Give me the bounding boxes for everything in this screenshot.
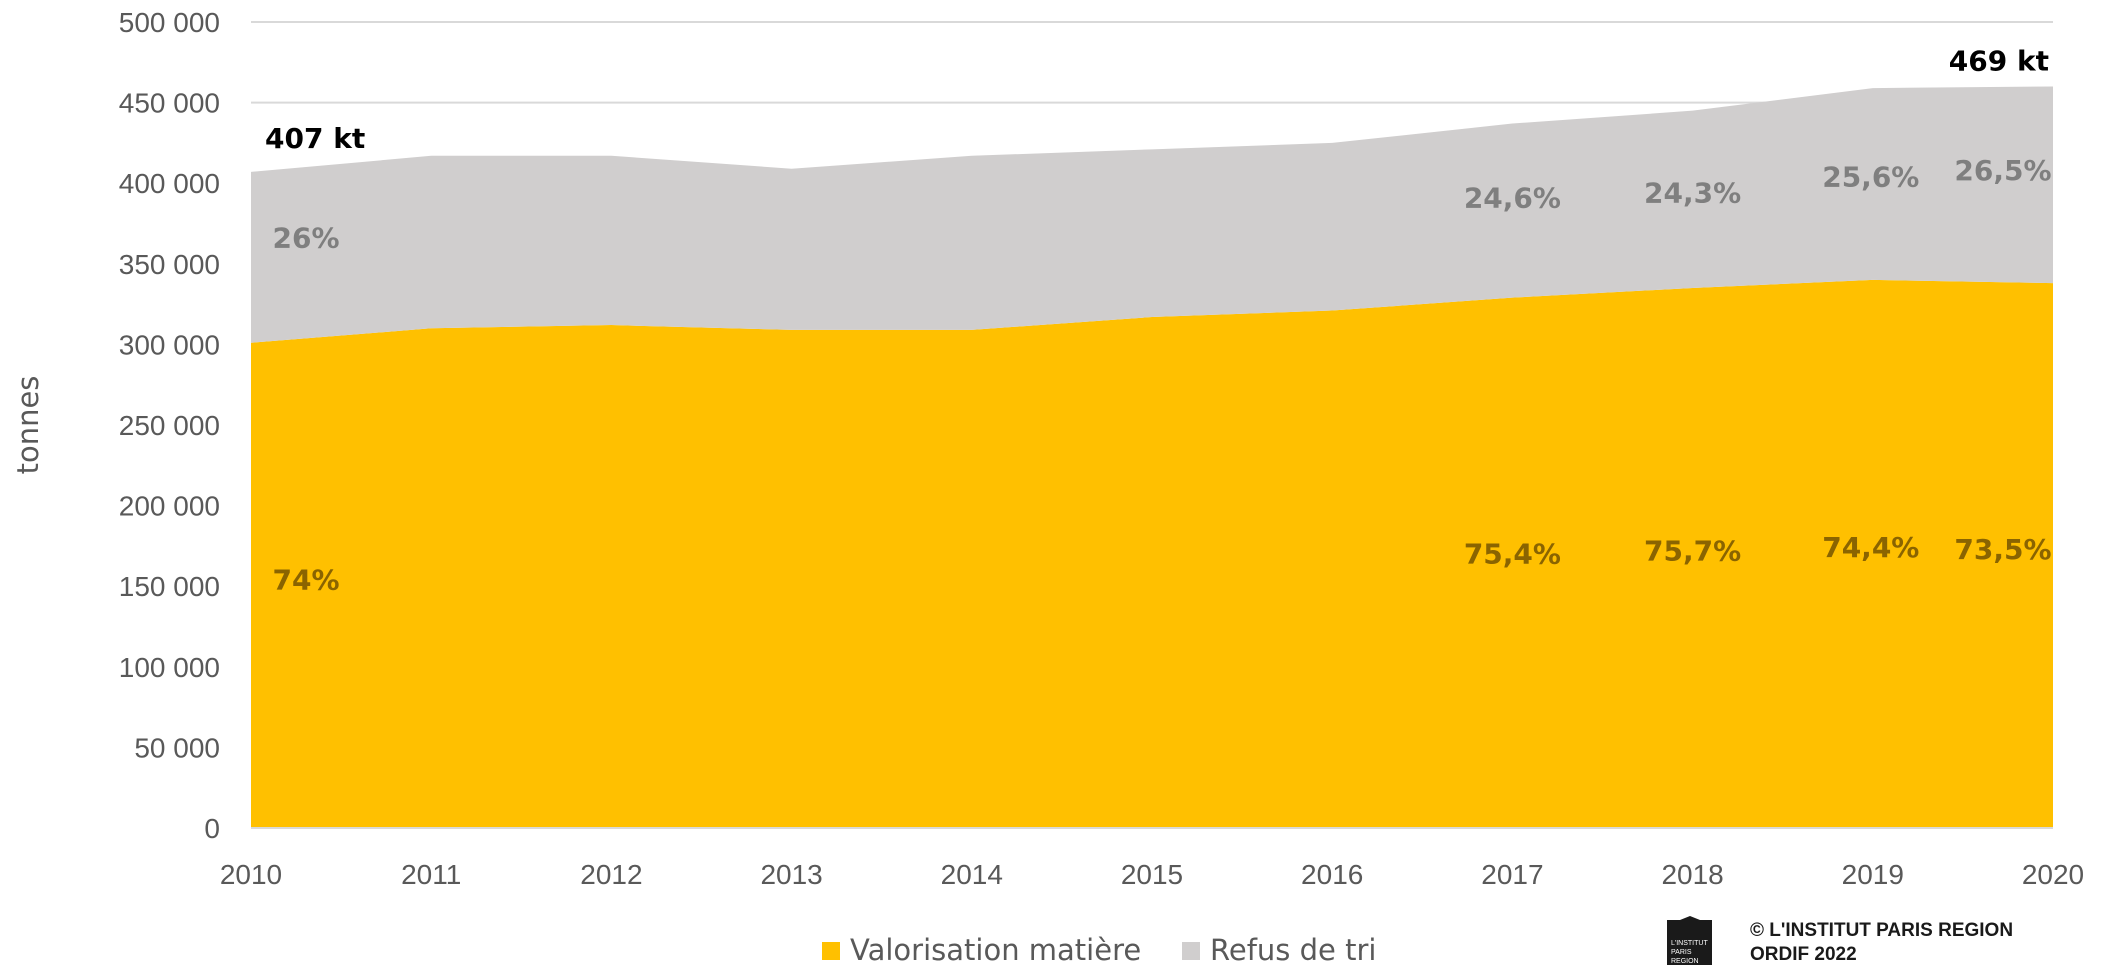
x-tick-label: 2020 xyxy=(2022,859,2084,890)
legend-label-valorisation-matiere: Valorisation matière xyxy=(850,933,1141,965)
refus-pct-label-2018: 24,3% xyxy=(1644,177,1741,210)
refus-pct-label-2010: 26% xyxy=(272,222,339,255)
annotations: 407 kt 469 kt 26% 24,6% 24,3% 25,6% 26,5% 74% 75… xyxy=(265,44,2052,596)
y-tick-label: 50 000 xyxy=(134,732,220,763)
credit-line-1: © L'INSTITUT PARIS REGION xyxy=(1750,920,2013,941)
y-tick-label: 500 000 xyxy=(119,7,220,38)
x-tick-label: 2013 xyxy=(760,859,822,890)
x-tick-label: 2017 xyxy=(1481,859,1543,890)
valorisation-pct-label-2020: 73,5% xyxy=(1954,533,2051,566)
y-tick-label: 150 000 xyxy=(119,571,220,602)
x-tick-label: 2016 xyxy=(1301,859,1363,890)
x-tick-label: 2010 xyxy=(220,859,282,890)
valorisation-pct-label-2017: 75,4% xyxy=(1464,538,1561,571)
credit-line-2: ORDIF 2022 xyxy=(1750,944,1857,965)
x-tick-label: 2019 xyxy=(1842,859,1904,890)
logo-text-line3: REGION xyxy=(1671,958,1699,965)
y-tick-label: 0 xyxy=(204,813,220,844)
x-tick-label: 2012 xyxy=(580,859,642,890)
y-tick-label: 450 000 xyxy=(119,88,220,119)
y-tick-label: 400 000 xyxy=(119,168,220,199)
valorisation-pct-label-2010: 74% xyxy=(272,563,339,596)
y-tick-label: 100 000 xyxy=(119,652,220,683)
legend: Valorisation matière Refus de tri xyxy=(822,933,1376,965)
y-tick-label: 250 000 xyxy=(119,410,220,441)
valorisation-pct-label-2018: 75,7% xyxy=(1644,534,1741,567)
institut-logo: L'INSTITUT PARIS REGION xyxy=(1667,916,1712,965)
x-tick-label: 2015 xyxy=(1121,859,1183,890)
valorisation-pct-label-2019: 74,4% xyxy=(1822,531,1919,564)
x-tick-label: 2011 xyxy=(401,859,461,890)
x-axis-ticks: 2010 2011 2012 2013 2014 2015 2016 2017 2018 2019… xyxy=(220,859,2084,890)
total-label-2020: 469 kt xyxy=(1949,44,2049,77)
legend-swatch-refus-de-tri xyxy=(1182,942,1200,960)
area-valorisation-matiere xyxy=(251,279,2053,828)
logo-text-line1: L'INSTITUT xyxy=(1671,940,1708,947)
y-axis-ticks: 0 50 000 100 000 150 000 200 000 250 000 300 0… xyxy=(119,7,220,844)
y-tick-label: 350 000 xyxy=(119,249,220,280)
areas xyxy=(251,86,2053,829)
y-axis-title: tonnes xyxy=(11,376,45,475)
refus-pct-label-2019: 25,6% xyxy=(1822,160,1919,193)
y-tick-label: 200 000 xyxy=(119,491,220,522)
area-refus-de-tri xyxy=(251,86,2053,343)
refus-pct-label-2020: 26,5% xyxy=(1954,154,2051,187)
legend-label-refus-de-tri: Refus de tri xyxy=(1210,933,1376,965)
x-tick-label: 2014 xyxy=(941,859,1003,890)
refus-pct-label-2017: 24,6% xyxy=(1464,181,1561,214)
legend-swatch-valorisation-matiere xyxy=(822,942,840,960)
y-tick-label: 300 000 xyxy=(119,329,220,360)
total-label-2010: 407 kt xyxy=(265,122,365,155)
x-tick-label: 2018 xyxy=(1661,859,1723,890)
credit-block: L'INSTITUT PARIS REGION © L'INSTITUT PAR… xyxy=(1667,916,2013,965)
logo-text-line2: PARIS xyxy=(1671,949,1692,956)
